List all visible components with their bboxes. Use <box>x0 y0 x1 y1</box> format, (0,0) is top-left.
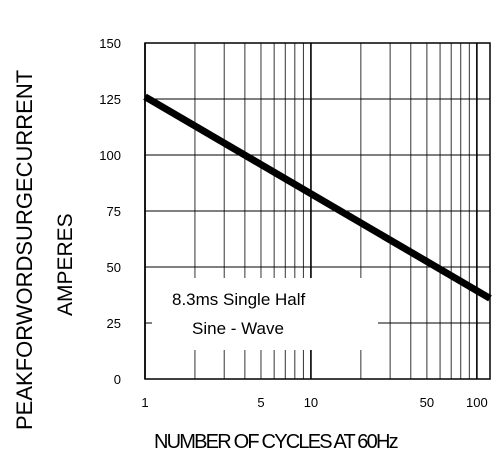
annotation-box <box>152 278 378 350</box>
y-tick-label: 75 <box>107 204 121 219</box>
y-tick-label: 100 <box>99 148 121 163</box>
annotation-line-2: Sine - Wave <box>192 319 284 338</box>
series-layer <box>143 93 492 302</box>
y-tick-label: 0 <box>114 372 121 387</box>
y-axis-title-line-2: AMPERES <box>54 213 77 316</box>
y-tick-label: 50 <box>107 260 121 275</box>
x-tick-label: 100 <box>466 395 488 410</box>
y-axis-title-line-1: PEAKFORWORDSURGECURRENT <box>12 70 37 430</box>
y-tick-labels: 0 25 50 75 100 125 150 <box>99 36 121 387</box>
y-tick-label: 150 <box>99 36 121 51</box>
x-axis-title: NUMBER OF CYCLES AT 60Hz <box>154 431 398 453</box>
x-tick-label: 1 <box>141 395 148 410</box>
x-tick-label: 50 <box>420 395 434 410</box>
y-tick-label: 25 <box>107 316 121 331</box>
x-tick-label: 10 <box>304 395 318 410</box>
plot-border <box>144 42 491 380</box>
annotation-line-1: 8.3ms Single Half <box>172 290 306 309</box>
series-line <box>143 93 492 302</box>
x-tick-labels: 1 5 10 50 100 <box>141 395 487 410</box>
x-tick-label: 5 <box>257 395 264 410</box>
y-tick-label: 125 <box>99 92 121 107</box>
